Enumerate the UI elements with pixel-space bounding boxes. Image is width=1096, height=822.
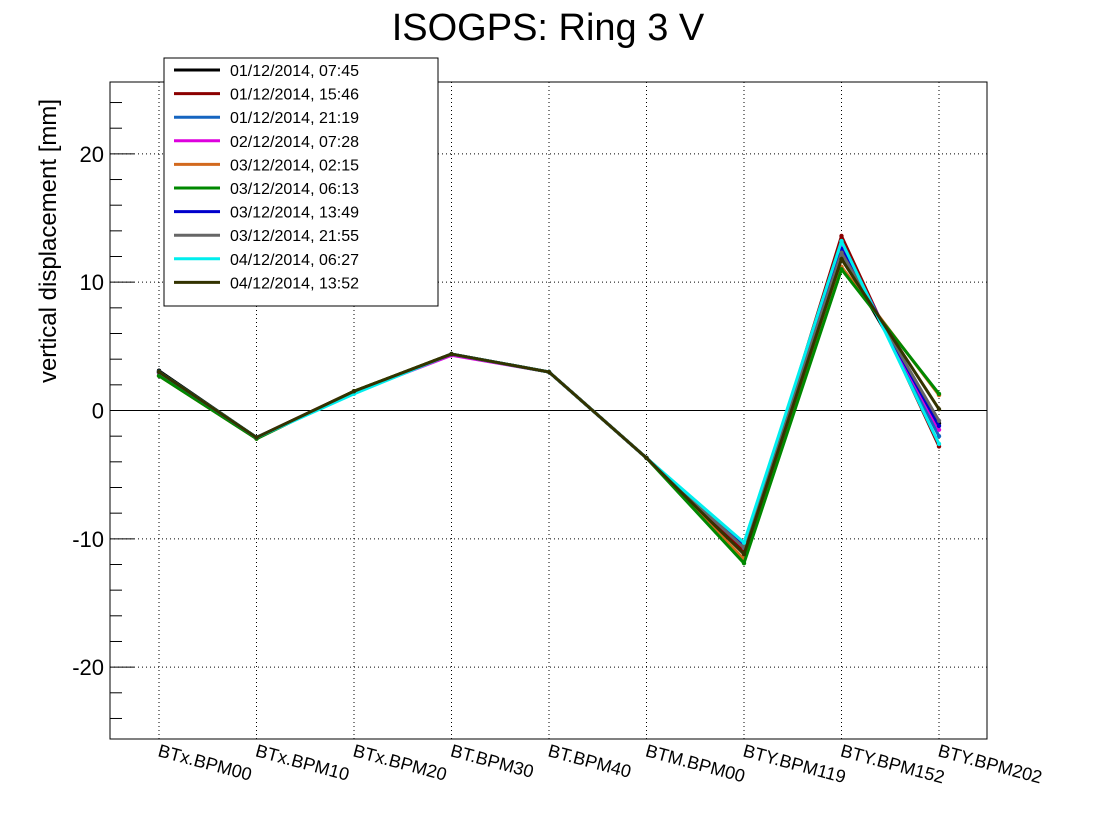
y-ticks: -20 -10 0 10 20 xyxy=(72,102,134,719)
data-point xyxy=(351,389,357,394)
legend-label: 04/12/2014, 13:52 xyxy=(230,275,359,292)
data-point xyxy=(644,455,649,461)
y-tick-label: 0 xyxy=(92,399,104,424)
data-point xyxy=(254,435,259,440)
x-category-labels: BTx.BPM00 BTx.BPM10 BTx.BPM20 BT.BPM30 BT.BP… xyxy=(156,741,1044,788)
y-tick-label: -20 xyxy=(72,655,104,680)
data-point xyxy=(839,233,844,239)
data-point xyxy=(156,373,162,379)
data-point xyxy=(839,238,844,244)
data-point xyxy=(156,369,162,375)
data-point xyxy=(741,552,747,557)
x-category-label: BT.BPM40 xyxy=(546,741,633,782)
data-point xyxy=(936,441,942,447)
y-axis-label: vertical displacement [mm] xyxy=(35,99,62,383)
data-point xyxy=(839,267,844,272)
legend-label: 03/12/2014, 02:15 xyxy=(230,157,359,174)
legend-items: 01/12/2014, 07:45 01/12/2014, 15:46 01/12/… xyxy=(174,63,359,292)
y-tick-label: 10 xyxy=(80,270,104,295)
data-point xyxy=(741,540,747,545)
data-point xyxy=(936,427,942,432)
data-point xyxy=(839,256,844,262)
data-point xyxy=(741,561,747,566)
x-category-label: BT.BPM30 xyxy=(448,741,535,782)
legend-label: 03/12/2014, 13:49 xyxy=(230,205,359,222)
legend-label: 01/12/2014, 21:19 xyxy=(230,110,359,127)
legend-label: 04/12/2014, 06:27 xyxy=(230,252,359,269)
data-point xyxy=(936,418,942,423)
legend-box xyxy=(163,57,439,307)
x-category-label: BTY.BPM119 xyxy=(741,741,848,788)
y-tick-label: -10 xyxy=(72,527,104,552)
x-category-label: BTY.BPM202 xyxy=(936,741,1044,788)
legend-label: 03/12/2014, 21:55 xyxy=(230,228,359,245)
legend-label: 01/12/2014, 15:46 xyxy=(230,87,359,104)
y-tick-label: 20 xyxy=(80,142,104,167)
series-layer xyxy=(156,233,942,566)
x-category-label: BTx.BPM00 xyxy=(156,741,254,785)
x-category-label: BTM.BPM00 xyxy=(643,741,747,787)
x-category-label: BTY.BPM152 xyxy=(838,741,946,788)
data-point xyxy=(546,369,552,375)
x-category-label: BTx.BPM20 xyxy=(351,741,449,785)
legend-label: 02/12/2014, 07:28 xyxy=(230,134,359,151)
data-point xyxy=(936,423,942,429)
data-point xyxy=(839,250,844,255)
legend-label: 03/12/2014, 06:13 xyxy=(230,181,359,198)
data-point xyxy=(449,351,454,357)
legend-label: 01/12/2014, 07:45 xyxy=(230,63,359,80)
chart-title: ISOGPS: Ring 3 V xyxy=(392,7,705,49)
data-point xyxy=(936,391,942,397)
data-point xyxy=(936,407,942,412)
x-category-label: BTx.BPM10 xyxy=(253,741,351,785)
legend: 01/12/2014, 07:45 01/12/2014, 15:46 01/12/… xyxy=(163,57,439,307)
data-point xyxy=(936,433,942,439)
